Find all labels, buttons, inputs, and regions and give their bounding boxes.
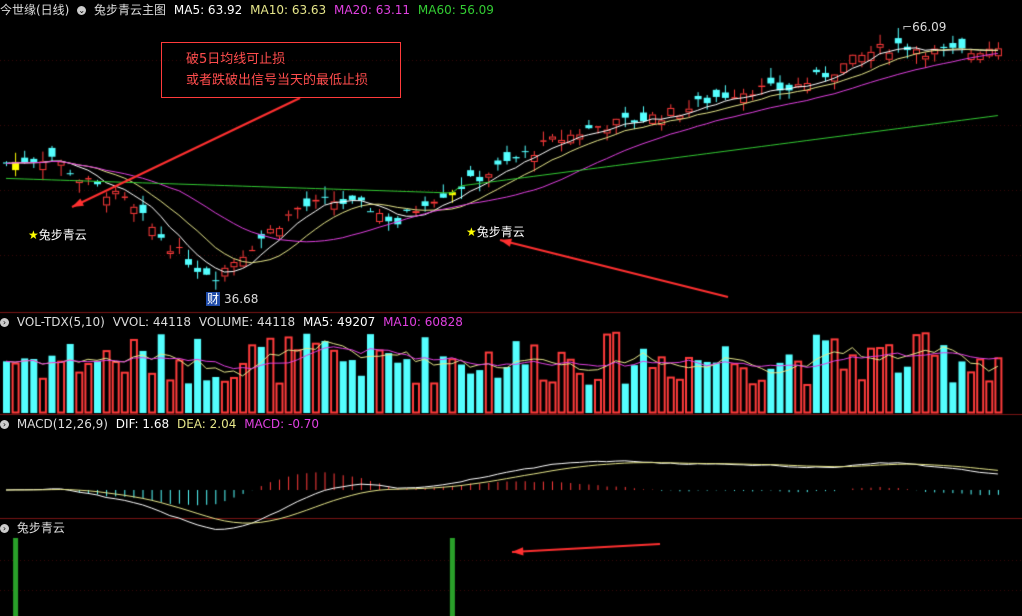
- macd-value: MACD: -0.70: [244, 417, 320, 431]
- ma20-value: MA20: 63.11: [334, 3, 411, 17]
- indicator-name[interactable]: 兔步青云主图: [94, 3, 167, 17]
- pane-icon[interactable]: ›: [0, 420, 9, 429]
- volume-value: VOLUME: 44118: [198, 315, 296, 329]
- signal-header: › 兔步青云: [0, 520, 69, 536]
- vol-ma5-value: MA5: 49207: [303, 315, 376, 329]
- star-icon: ★: [28, 228, 39, 242]
- dea-value: DEA: 2.04: [176, 417, 237, 431]
- ma10-value: MA10: 63.63: [250, 3, 327, 17]
- annotation-line-2: 或者跌破出信号当天的最低止损: [186, 73, 369, 88]
- dif-value: DIF: 1.68: [115, 417, 170, 431]
- signal-label-2: ★兔步青云: [466, 225, 525, 239]
- vol-ma10-value: MA10: 60828: [383, 315, 463, 329]
- high-price-label: ⌐66.09: [902, 20, 947, 34]
- main-header: 今世缘(日线) ⌄ 兔步青云主图 MA5: 63.92 MA10: 63.63 …: [0, 2, 498, 18]
- macd-name[interactable]: MACD(12,26,9): [16, 417, 108, 431]
- star-icon: ★: [466, 225, 477, 239]
- macd-header: › MACD(12,26,9) DIF: 1.68 DEA: 2.04 MACD…: [0, 416, 323, 432]
- annotation-line-1: 破5日均线可止损: [186, 52, 286, 67]
- annotation-box: 破5日均线可止损 或者跌破出信号当天的最低止损: [161, 42, 401, 98]
- dropdown-icon[interactable]: ⌄: [77, 6, 87, 15]
- ma5-value: MA5: 63.92: [173, 3, 243, 17]
- signal-label-1: ★兔步青云: [28, 228, 87, 242]
- pane-icon[interactable]: ›: [0, 524, 9, 533]
- vol-header: › VOL-TDX(5,10) VVOL: 44118 VOLUME: 4411…: [0, 314, 467, 330]
- vol-name[interactable]: VOL-TDX(5,10): [16, 315, 105, 329]
- pane-icon[interactable]: ›: [0, 318, 9, 327]
- signal-name[interactable]: 兔步青云: [16, 521, 65, 535]
- stock-title: 今世缘(日线): [0, 3, 70, 17]
- finance-marker[interactable]: 财: [206, 292, 221, 306]
- ma60-value: MA60: 56.09: [417, 3, 494, 17]
- low-price-label: 财 36.68: [206, 292, 259, 306]
- vvol-value: VVOL: 44118: [112, 315, 192, 329]
